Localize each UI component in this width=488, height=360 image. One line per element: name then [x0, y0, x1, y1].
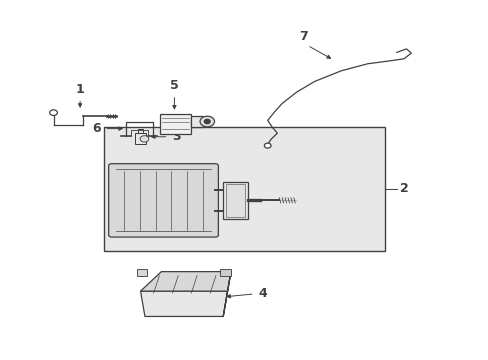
Polygon shape [223, 272, 230, 316]
Text: 5: 5 [170, 80, 179, 93]
Bar [223, 182, 247, 219]
Bar [160, 114, 191, 134]
Circle shape [204, 120, 210, 123]
Polygon shape [140, 291, 227, 316]
Polygon shape [140, 272, 230, 291]
Bar [137, 269, 147, 275]
Text: 1: 1 [76, 83, 84, 96]
Bar [191, 116, 203, 127]
Circle shape [200, 116, 214, 127]
Circle shape [50, 110, 57, 116]
Text: 2: 2 [399, 183, 408, 195]
Bar [104, 127, 384, 251]
Circle shape [264, 143, 270, 148]
Bar [135, 133, 146, 144]
Bar [220, 269, 230, 275]
Text: 7: 7 [299, 30, 307, 43]
Text: 6: 6 [92, 122, 101, 135]
FancyBboxPatch shape [108, 164, 218, 237]
Circle shape [140, 136, 148, 142]
Bar [225, 184, 244, 217]
Text: 4: 4 [258, 287, 266, 300]
Text: 3: 3 [172, 130, 180, 143]
